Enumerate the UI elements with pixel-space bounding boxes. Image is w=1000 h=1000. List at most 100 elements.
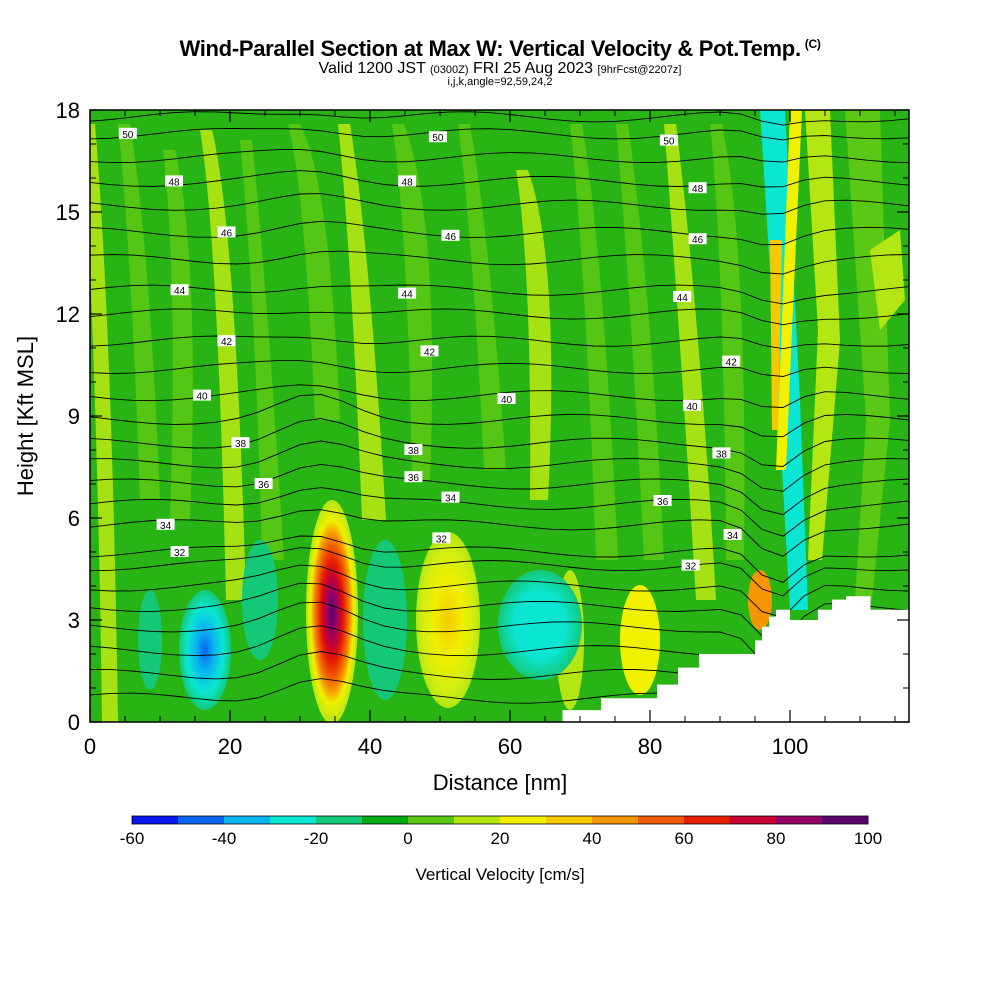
streak <box>118 124 160 500</box>
valid-time: Valid 1200 JST <box>318 60 426 77</box>
colorbar-tick-label: -60 <box>120 829 145 848</box>
theta-label: 34 <box>441 491 460 505</box>
streak <box>90 124 118 722</box>
theta-contour-line <box>90 308 909 326</box>
theta-label-box <box>688 182 707 194</box>
theta-label: 44 <box>170 284 189 297</box>
theta-label: 34 <box>156 518 175 532</box>
streak <box>516 170 552 500</box>
grid-indices: i,j,k,angle=92,59,24,2 <box>447 76 553 88</box>
theta-label-text: 48 <box>692 184 704 195</box>
colorbar-swatch <box>224 816 271 824</box>
theta-label-box <box>722 355 741 367</box>
y-tick-label: 15 <box>56 200 80 225</box>
theta-label-box <box>683 399 701 411</box>
colorbar-swatch <box>316 816 363 824</box>
theta-label-text: 40 <box>196 392 208 403</box>
theta-contour-line <box>90 360 909 377</box>
downdraft-cell <box>179 590 231 710</box>
theta-label: 46 <box>441 229 460 243</box>
theta-contour-line <box>90 509 909 557</box>
streak-east <box>845 110 890 600</box>
theta-label-box <box>404 444 423 455</box>
theta-label-text: 44 <box>174 286 186 297</box>
theta-label: 34 <box>723 529 742 542</box>
theta-label-text: 34 <box>160 521 172 532</box>
colorbar-swatch <box>684 816 731 824</box>
theta-label-text: 40 <box>686 402 698 413</box>
streak <box>458 124 506 470</box>
y-tick-label: 6 <box>68 506 80 531</box>
colorbar-tick-label: 60 <box>675 829 694 848</box>
theta-label-box <box>681 559 700 571</box>
updraft-core <box>770 240 782 430</box>
colorbar-swatch <box>730 816 777 824</box>
chart-subtitle: Valid 1200 JST (0300Z) FRI 25 Aug 2023 [… <box>0 60 1000 78</box>
x-axis: 0 20 40 60 80 100 <box>84 110 896 759</box>
velocity-streaks <box>90 110 905 722</box>
streak <box>338 124 386 520</box>
colorbar-tick-label: -40 <box>212 829 237 848</box>
theta-label-box <box>398 287 417 299</box>
colorbar-swatch <box>592 816 639 824</box>
terrain-mask <box>562 596 909 722</box>
theta-contour-line <box>90 463 909 516</box>
theta-label-box <box>156 518 175 530</box>
colorbar-tick-label: 80 <box>767 829 786 848</box>
theta-contour-line <box>90 440 909 492</box>
theta-label-box <box>673 291 692 302</box>
theta-label-box <box>497 393 516 404</box>
theta-label: 46 <box>217 226 236 239</box>
streak <box>288 124 340 420</box>
colorbar-swatch <box>776 816 823 824</box>
x-axis-label: Distance [nm] <box>433 770 568 795</box>
theta-contour-line <box>90 193 909 215</box>
updraft-cell-small-2 <box>620 585 660 695</box>
valid-date: FRI 25 Aug 2023 <box>472 60 594 77</box>
colorbar-swatch <box>454 816 501 824</box>
theta-contour-line <box>90 250 909 275</box>
theta-label: 36 <box>254 478 273 491</box>
copyright-mark: (C) <box>804 36 821 51</box>
updraft-streak <box>776 110 802 470</box>
theta-label: 42 <box>217 335 236 348</box>
theta-label-box <box>688 233 707 245</box>
theta-label: 40 <box>193 389 211 403</box>
y-tick-label: 9 <box>68 404 80 429</box>
theta-contour-line <box>90 111 909 126</box>
forecast-info: [9hrFcst@2207z] <box>597 64 682 76</box>
streak <box>664 124 716 600</box>
theta-label-text: 50 <box>432 133 444 144</box>
streak <box>392 124 433 480</box>
theta-label-box <box>118 127 137 139</box>
theta-contour-labels: 50 48 46 44 42 40 38 36 34 32 50 48 46 44 42 40 38 36 34 32… <box>118 127 742 573</box>
theta-label-text: 34 <box>445 494 457 505</box>
streak <box>200 130 246 600</box>
theta-label-text: 34 <box>727 531 739 542</box>
theta-label: 42 <box>420 345 439 358</box>
theta-label: 32 <box>432 532 451 545</box>
theta-contour-line <box>90 487 909 537</box>
theta-label-text: 36 <box>258 480 270 491</box>
downdraft-cell-5 <box>138 590 162 690</box>
theta-label-text: 42 <box>424 347 436 358</box>
theta-label-text: 40 <box>501 395 513 406</box>
colorbar-swatch <box>178 816 225 824</box>
theta-contour-line <box>90 170 909 188</box>
theta-label-text: 38 <box>716 449 728 460</box>
y-axis-label: Height [Kft MSL] <box>13 336 38 496</box>
theta-label: 48 <box>165 175 183 188</box>
colorbar-swatch <box>408 816 455 824</box>
colorbar-label: Vertical Velocity [cm/s] <box>415 865 584 884</box>
theta-label: 50 <box>428 131 447 144</box>
theta-label-text: 32 <box>436 534 448 545</box>
colorbar-swatch <box>546 816 593 824</box>
colorbar-swatch <box>500 816 547 824</box>
theta-contour-line <box>90 678 909 722</box>
theta-label-text: 38 <box>235 439 247 450</box>
theta-label-text: 44 <box>402 290 414 301</box>
downdraft-cell-4 <box>242 540 278 660</box>
theta-contour-line <box>90 284 909 305</box>
y-tick-label: 0 <box>68 710 80 735</box>
